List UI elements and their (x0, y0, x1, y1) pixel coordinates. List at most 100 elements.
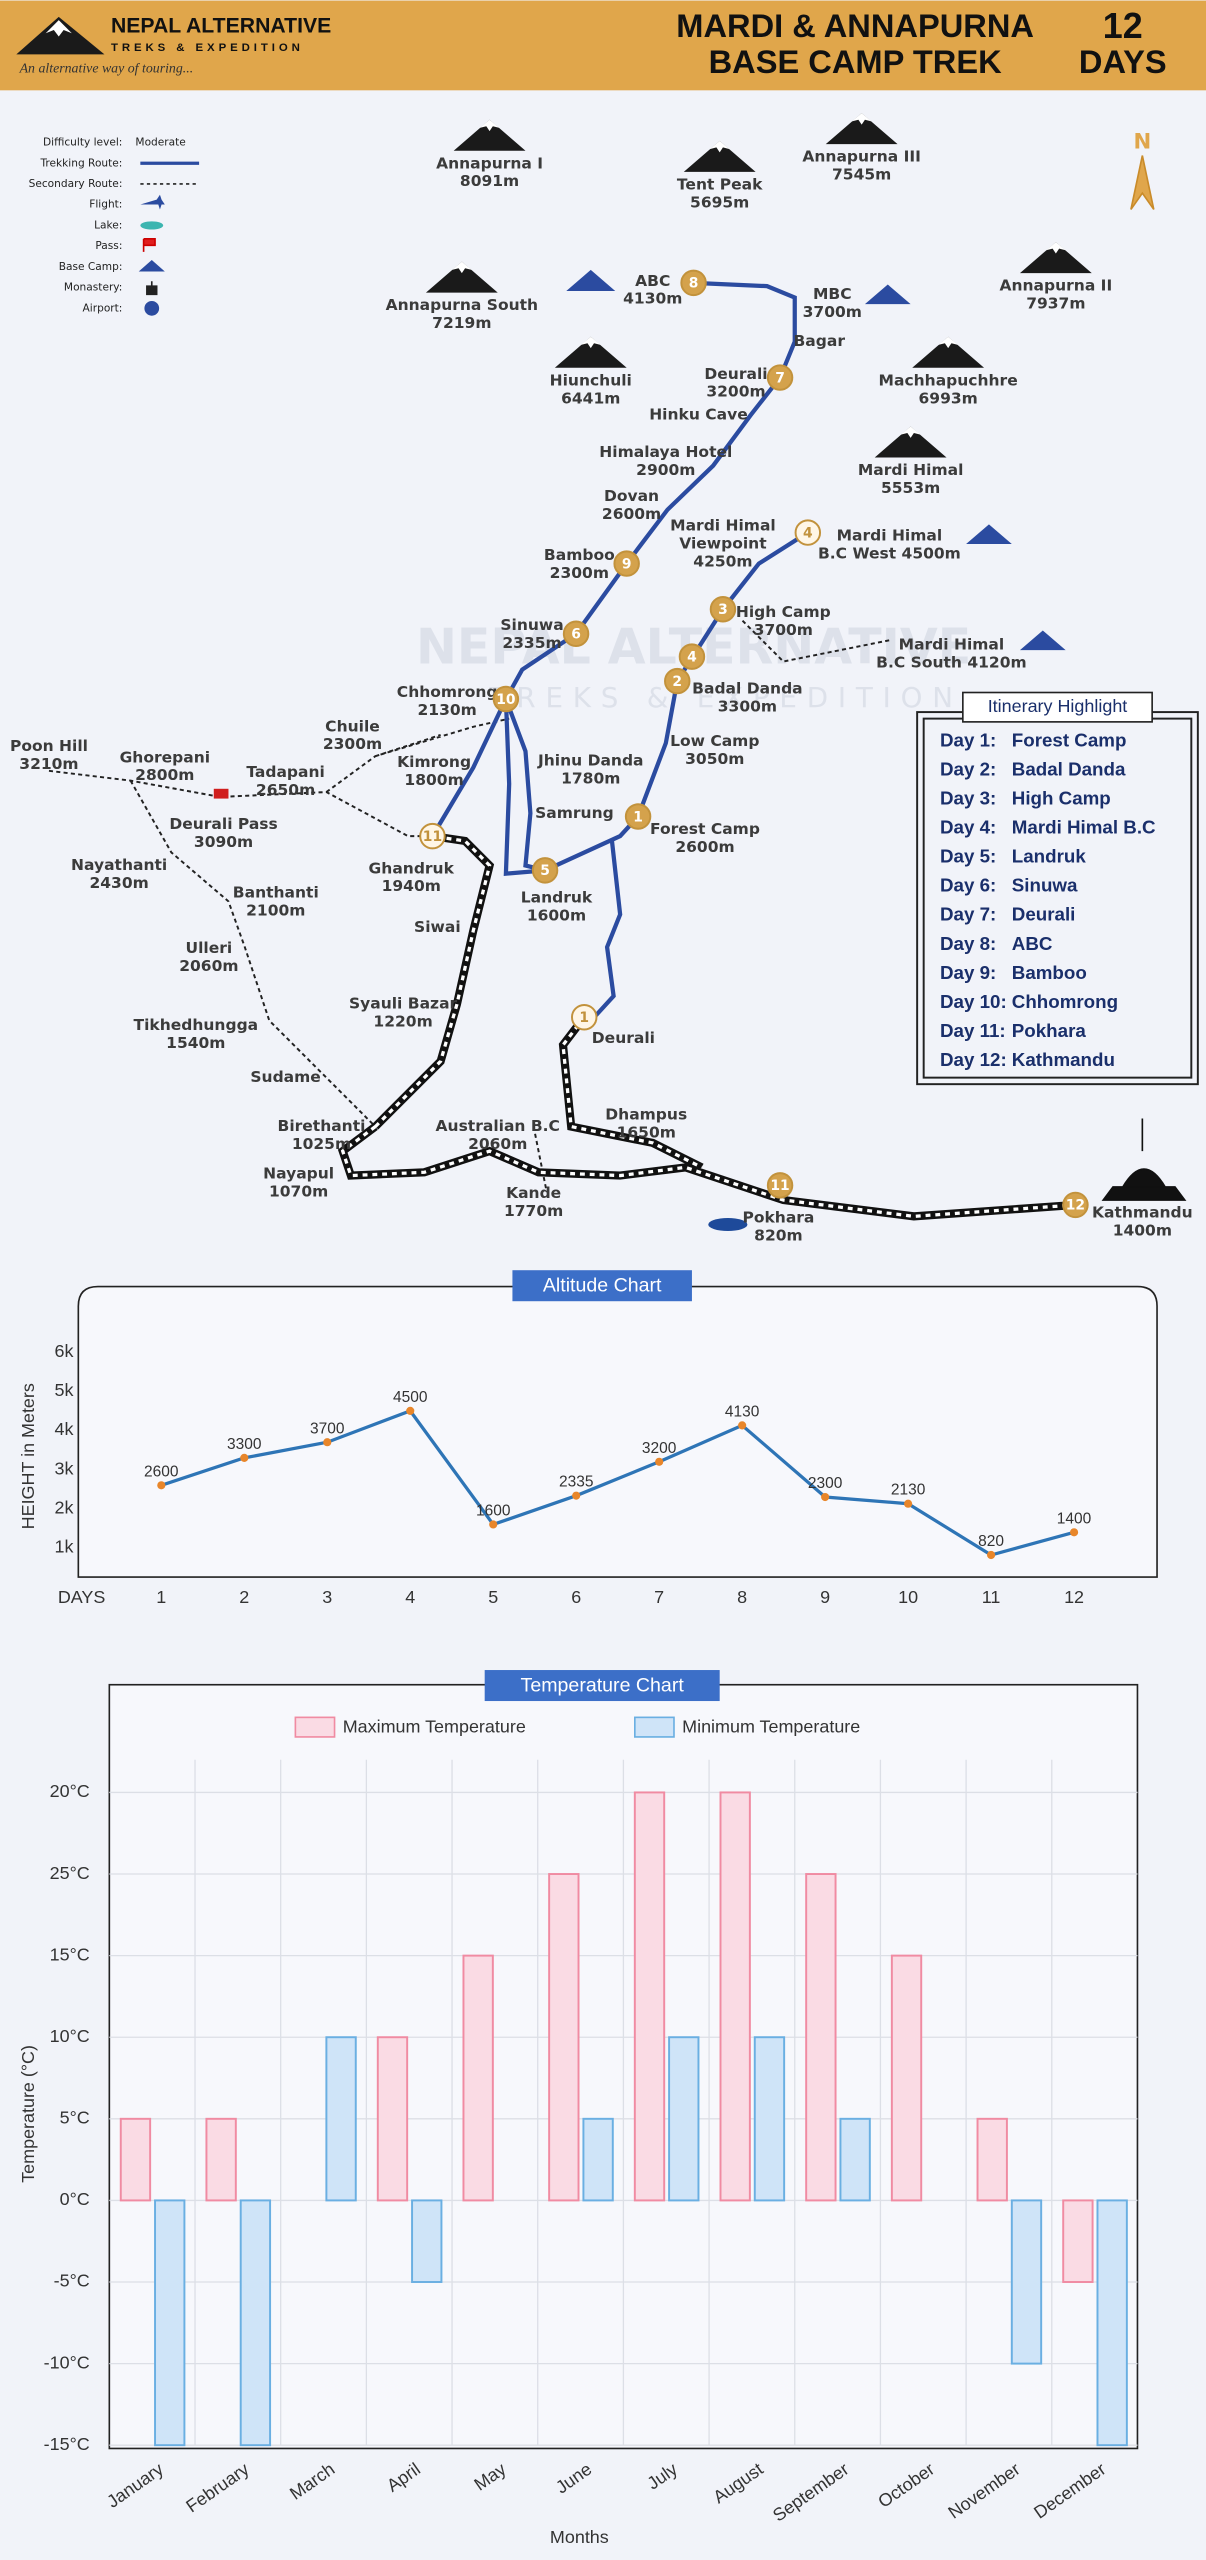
x-axis-label: Months (550, 2527, 609, 2547)
place-label: Forest Camp (650, 820, 760, 838)
day-marker (1062, 1191, 1089, 1219)
bar (548, 1873, 580, 2202)
y-tick-label: 10°C (50, 2026, 90, 2046)
place-label: Viewpoint (679, 534, 767, 552)
data-label: 4130 (725, 1403, 760, 1420)
y-tick-label: 15°C (50, 1944, 90, 1964)
place-label: Annapurna I (436, 154, 543, 172)
place-label: Pokhara (742, 1208, 814, 1226)
day-marker-label: 1 (579, 1010, 589, 1026)
altitude-point (323, 1438, 332, 1447)
day-marker-label: 6 (571, 627, 581, 643)
day-marker-label: 8 (689, 276, 699, 292)
bar (205, 2117, 237, 2202)
place-label: Himalaya Hotel (599, 443, 732, 461)
place-label: Mardi Himal (837, 526, 943, 544)
tagline: An alternative way of touring... (19, 61, 194, 76)
legend-label: Trekking Route: (39, 157, 122, 169)
legend-label: Secondary Route: (29, 178, 123, 190)
legend-label: Pass: (95, 240, 122, 252)
brand: NEPAL ALTERNATIVE (111, 14, 331, 37)
place-label: 3050m (685, 750, 744, 768)
itinerary-place: Mardi Himal B.C (1012, 817, 1156, 838)
y-tick-label: 4k (54, 1419, 73, 1439)
header-bar (0, 0, 1206, 91)
place-label: Nayapul (263, 1164, 334, 1182)
brand-sub: TREKS & EXPEDITION (111, 42, 304, 54)
day-marker (492, 685, 520, 713)
place-label: 8091m (460, 172, 519, 190)
place-label: Machhapuchhre (879, 371, 1018, 389)
x-tick-label: 2 (239, 1587, 249, 1607)
place-label: 5553m (881, 479, 940, 497)
y-tick-label: 0°C (60, 2189, 90, 2209)
day-marker-label: 4 (687, 649, 697, 665)
place-label: 3700m (803, 303, 862, 321)
itinerary-day: Day 9: (940, 962, 996, 983)
mountain-snow (452, 261, 472, 274)
place-label: Syauli Bazar (349, 995, 458, 1013)
chart-title: Temperature Chart (521, 1675, 685, 1697)
legend-label: Lake: (94, 219, 122, 231)
legend-swatch (634, 1716, 675, 1738)
bar (376, 2036, 409, 2202)
place-label: 4250m (693, 552, 752, 570)
y-tick-label: -15°C (44, 2434, 90, 2454)
itinerary-title-box (962, 691, 1153, 723)
legend-label: Difficulty level: (43, 137, 122, 149)
day-marker-label: 10 (496, 692, 515, 708)
place-label: 2600m (675, 838, 734, 856)
place-label: Sinuwa (500, 616, 563, 634)
y-tick-label: 1k (54, 1537, 73, 1557)
place-label: Tadapani (246, 763, 325, 781)
x-axis-label: DAYS (58, 1587, 106, 1607)
place-label: 1400m (1113, 1222, 1172, 1240)
y-tick-label: -10°C (44, 2352, 90, 2372)
legend-label: Monastery: (64, 282, 122, 294)
altitude-point (904, 1499, 913, 1508)
place-label: Mardi Himal (670, 517, 776, 535)
pass-flag (213, 788, 229, 799)
place-label: 2300m (323, 735, 382, 753)
watermark: TREKS & EXPEDITION (489, 681, 963, 714)
bar (719, 1791, 751, 2202)
mountain-icon (425, 261, 498, 293)
place-label: 7937m (1026, 295, 1085, 313)
data-label: 4500 (393, 1389, 428, 1406)
data-label: 820 (978, 1533, 1004, 1550)
place-label: Kande (506, 1184, 561, 1202)
place-label: Poon Hill (10, 737, 88, 755)
place-label: Dovan (604, 487, 659, 505)
mountain-snow (580, 336, 601, 349)
bar (1096, 2199, 1128, 2447)
place-label: Tent Peak (677, 175, 763, 193)
day-marker (624, 803, 652, 830)
place-label: 5695m (690, 193, 749, 211)
place-label: 2800m (135, 766, 194, 784)
y-tick-label: -5°C (54, 2271, 90, 2291)
day-marker (794, 519, 822, 546)
mountain-icon (1019, 242, 1092, 274)
place-label: Bamboo (544, 546, 615, 564)
y-tick-label: 5k (54, 1380, 73, 1400)
itinerary-title: Itinerary Highlight (988, 696, 1128, 716)
mountain-snow (1046, 242, 1066, 254)
bar (890, 1954, 923, 2202)
lake (708, 1217, 748, 1232)
place-label: Samrung (535, 804, 614, 822)
data-label: 2600 (144, 1463, 179, 1480)
legend-label: Base Camp: (59, 261, 123, 273)
place-label: ABC (635, 272, 670, 290)
itinerary-place: Chhomrong (1012, 991, 1118, 1012)
place-label: 1025m (292, 1135, 351, 1153)
place-label: 2130m (418, 701, 477, 719)
itinerary-day: Day 10: (940, 991, 1007, 1012)
place-label: Landruk (521, 889, 593, 907)
place-label: 2430m (89, 874, 148, 892)
place-label: 2100m (246, 902, 305, 920)
mountain-icon (825, 113, 898, 145)
place-label: 2600m (602, 505, 661, 523)
x-tick-label: 12 (1064, 1587, 1084, 1607)
legend-lake-icon (140, 221, 164, 230)
altitude-point (987, 1550, 996, 1560)
